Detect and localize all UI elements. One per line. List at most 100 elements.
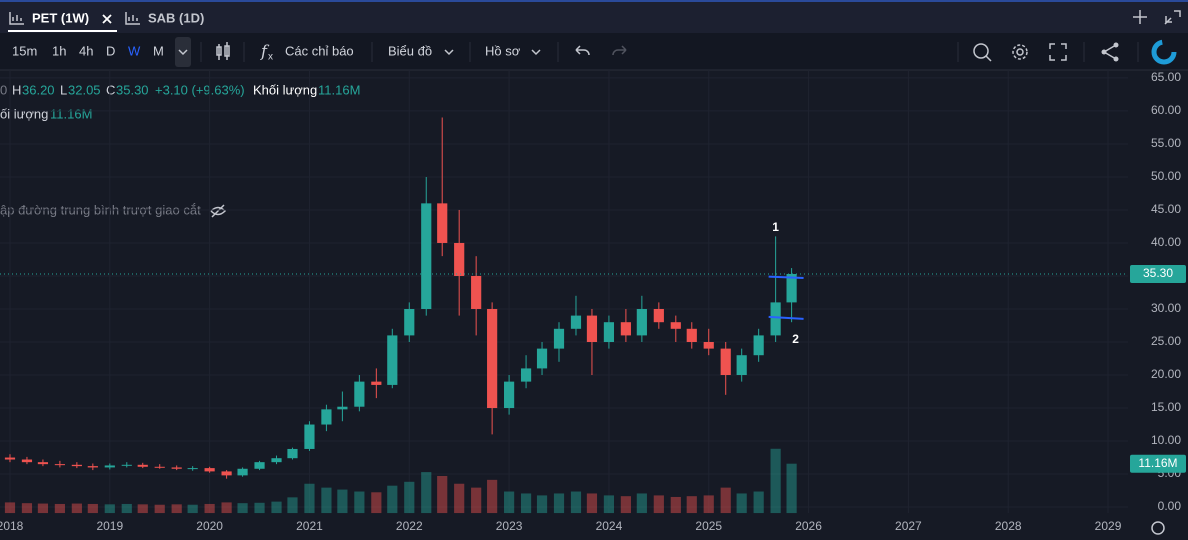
- expand[interactable]: [1164, 10, 1181, 25]
- candle-body: [786, 274, 797, 303]
- volume-bar: [271, 501, 282, 514]
- candle-body: [137, 464, 148, 467]
- volume-bar: [636, 493, 647, 514]
- fullscreen[interactable]: [1049, 43, 1067, 61]
- x-tick-label: 2021: [296, 519, 323, 533]
- volume-bar: [670, 496, 681, 514]
- volume-bar: [720, 487, 731, 514]
- candle-body: [421, 203, 432, 309]
- chart-menu[interactable]: Biểu đồ: [388, 43, 432, 58]
- fx-icon: x: [268, 52, 273, 63]
- legend-change: +3.10 (+9.63%): [155, 82, 245, 97]
- x-tick-label: 2019: [96, 519, 123, 533]
- candle-body: [204, 468, 215, 472]
- volume-bar: [171, 504, 182, 514]
- volume-legend: ối lượng: [0, 106, 48, 121]
- profile-menu[interactable]: Hồ sơ: [485, 43, 521, 58]
- interval[interactable]: D: [106, 43, 115, 58]
- volume-bar: [536, 495, 548, 514]
- candle-body: [586, 315, 598, 343]
- x-tick-label: 2028: [995, 519, 1022, 533]
- legend-volume-key: Khối lượng: [253, 82, 317, 97]
- candle-body: [154, 466, 165, 468]
- volume-bar: [4, 502, 16, 514]
- chevron: [178, 49, 188, 56]
- candle-icon[interactable]: [216, 42, 230, 60]
- legend-low: 32.05: [68, 82, 101, 97]
- volume-bar: [137, 504, 148, 514]
- volume-bar: [37, 503, 49, 514]
- volume-bar: [54, 503, 65, 514]
- share: [1113, 56, 1119, 62]
- legend-high: 36.20: [22, 82, 55, 97]
- interval[interactable]: 15m: [12, 43, 37, 58]
- volume-bar: [686, 496, 697, 514]
- volume-bar: [471, 487, 482, 514]
- interval-menu[interactable]: [175, 37, 191, 67]
- settings: [1016, 48, 1024, 56]
- replay[interactable]: [973, 43, 989, 59]
- interval[interactable]: 1h: [52, 43, 66, 58]
- candle-body: [254, 462, 265, 469]
- volume-bar: [254, 502, 265, 514]
- candle-body: [504, 381, 515, 409]
- chart: 0.005.0010.0015.0020.0025.0030.0035.0040…: [0, 70, 1186, 533]
- interval[interactable]: 4h: [79, 43, 93, 58]
- y-tick-label: 0.00: [1158, 499, 1182, 513]
- tab-icon: [125, 12, 140, 25]
- price-tag: [1130, 265, 1186, 284]
- candle-body: [536, 348, 548, 369]
- volume-bar: [221, 502, 232, 514]
- interval[interactable]: M: [153, 43, 164, 58]
- candle-body: [603, 322, 615, 343]
- trend-line: [768, 275, 804, 279]
- candle-body: [337, 406, 348, 410]
- tab[interactable]: SAB (1D): [148, 10, 204, 25]
- candle-body: [437, 203, 448, 243]
- candle-body: [487, 308, 498, 409]
- volume-bar: [337, 489, 348, 514]
- volume-bar: [620, 496, 631, 514]
- fx-icon: f: [260, 42, 270, 61]
- interval[interactable]: W: [128, 43, 141, 58]
- candle-body: [271, 458, 282, 463]
- annotation: 1: [772, 220, 779, 234]
- candle-body: [54, 464, 65, 466]
- volume-bar: [287, 497, 298, 514]
- annotation: 2: [792, 332, 799, 346]
- candle-body: [387, 335, 398, 385]
- y-tick-label: 20.00: [1151, 367, 1181, 381]
- x-tick-label: 2029: [1095, 519, 1122, 533]
- toolbar: [0, 33, 1188, 70]
- tab-close[interactable]: [102, 14, 112, 24]
- add-tab[interactable]: [1133, 10, 1147, 24]
- candle-body: [4, 457, 16, 460]
- undo[interactable]: [575, 45, 590, 56]
- axis-settings[interactable]: [1151, 521, 1165, 535]
- legend-open: 0: [0, 82, 7, 97]
- volume-bar: [321, 487, 332, 514]
- plot-area: [0, 70, 1128, 540]
- candle-body: [287, 448, 298, 459]
- share: [1113, 42, 1119, 48]
- candle-body: [553, 328, 565, 349]
- candle-body: [21, 459, 33, 463]
- volume-bar: [71, 503, 82, 514]
- candle-body: [371, 381, 382, 385]
- volume-legend-value: 11.16M: [50, 106, 92, 121]
- indicators[interactable]: Các chỉ báo: [285, 43, 354, 58]
- hide-icon[interactable]: [210, 204, 227, 218]
- candle-body: [237, 468, 248, 476]
- candle-body: [620, 322, 631, 336]
- candle-body: [221, 471, 232, 476]
- settings[interactable]: [1012, 44, 1028, 60]
- tab[interactable]: PET (1W): [32, 10, 89, 25]
- candle-body: [171, 467, 182, 469]
- candle-body: [570, 315, 582, 329]
- candle-body: [636, 308, 647, 336]
- volume-bar: [21, 503, 33, 514]
- candle-body: [736, 355, 747, 376]
- volume-bar: [653, 495, 664, 514]
- redo[interactable]: [612, 45, 627, 56]
